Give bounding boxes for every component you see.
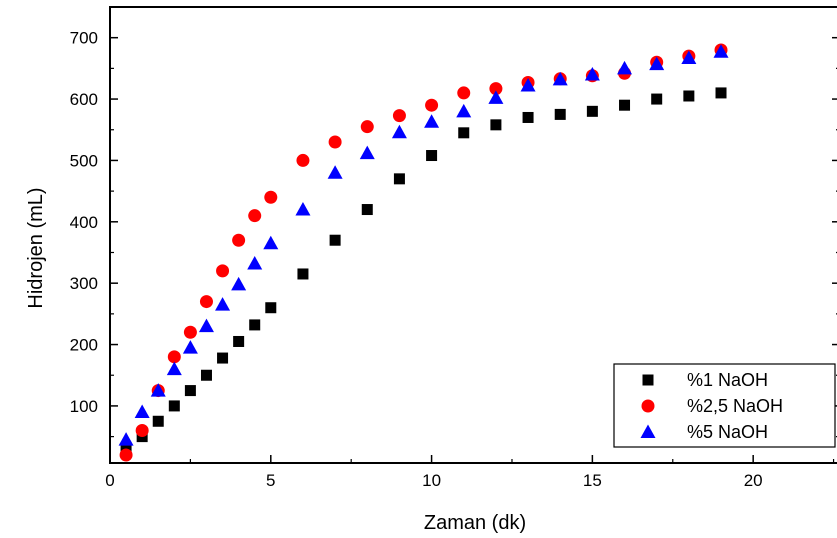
data-point [167,350,181,364]
data-point [118,432,134,446]
data-point [263,235,279,250]
y-tick-label: 100 [70,397,98,416]
data-point [586,105,598,117]
data-point [232,233,246,247]
data-point [584,67,600,81]
legend-marker [640,424,656,438]
data-point [520,78,536,92]
legend-label: %5 NaOH [687,422,768,442]
data-point [200,369,212,381]
data-point [361,204,373,216]
y-tick-label: 700 [70,29,98,48]
x-axis-title: Zaman (dk) [424,512,526,534]
data-point [216,264,230,278]
data-point [681,50,697,64]
data-point [248,209,262,223]
data-point [233,335,245,347]
series-triangle [118,44,729,446]
data-point [488,90,504,104]
data-point [552,71,568,86]
axis-tick-labels: 0 5 10 15 20 100 200 300 400 500 600 700 [70,29,763,490]
y-tick-label: 600 [70,90,98,109]
data-markers [118,43,729,462]
data-point [182,340,198,354]
x-tick-label: 10 [422,471,441,490]
data-point [617,60,633,75]
data-point [359,145,375,160]
data-point [715,87,727,99]
data-point [152,415,164,427]
data-point [215,297,231,311]
data-point [713,44,729,58]
data-point [168,400,180,412]
legend-label: %1 NaOH [687,370,768,390]
data-point [424,114,440,128]
data-point [247,256,263,270]
x-tick-label: 5 [266,471,275,490]
data-point [619,99,631,111]
data-point [457,86,471,100]
data-point [329,234,341,246]
data-point [391,124,407,139]
data-point [522,111,534,123]
data-point [217,352,229,364]
y-tick-label: 500 [70,151,98,170]
data-point [426,150,438,162]
data-point [265,302,277,314]
data-point [649,56,665,71]
data-point [249,319,261,331]
data-point [297,268,309,280]
data-point [264,190,278,204]
y-axis-title: Hidrojen (mL) [25,187,47,308]
data-point [184,385,196,397]
data-point [134,404,150,419]
data-point [392,109,406,123]
data-point [683,90,695,102]
data-point [425,98,439,112]
data-point [490,119,502,131]
data-point [651,93,663,105]
y-tick-label: 400 [70,213,98,232]
legend-marker [642,374,654,386]
data-point [393,173,405,185]
x-tick-label: 15 [583,471,602,490]
legend: %1 NaOH %2,5 NaOH %5 NaOH [613,363,836,448]
data-point [360,120,374,134]
data-point [554,108,566,120]
plot-frame [109,6,837,464]
data-point [199,295,213,309]
data-point [166,361,182,376]
legend-label: %2,5 NaOH [687,396,783,416]
data-point [198,318,214,333]
data-point [135,423,149,437]
data-point [183,325,197,339]
x-tick-label: 0 [105,471,114,490]
y-tick-label: 300 [70,274,98,293]
legend-marker [641,399,655,413]
legend-items: %1 NaOH %2,5 NaOH %5 NaOH [640,370,783,442]
data-point [296,153,310,167]
x-tick-label: 20 [744,471,763,490]
data-point [456,103,472,118]
data-point [231,276,247,291]
data-point [119,448,133,462]
data-point [295,202,311,216]
data-point [327,165,343,179]
data-point [489,82,503,96]
data-point [458,127,470,139]
data-point [150,383,166,397]
y-tick-label: 200 [70,336,98,355]
data-point [328,135,342,149]
